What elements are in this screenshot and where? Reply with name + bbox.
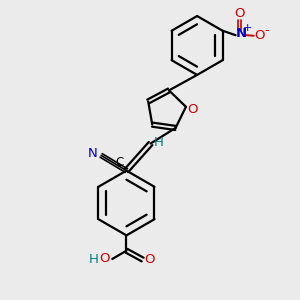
Text: O: O (144, 253, 154, 266)
Text: +: + (243, 23, 252, 33)
Text: O: O (99, 252, 109, 266)
Text: N: N (235, 28, 246, 40)
Text: N: N (88, 147, 98, 160)
Text: O: O (254, 29, 264, 42)
Text: O: O (234, 7, 244, 20)
Text: H: H (154, 136, 164, 148)
Text: O: O (187, 103, 198, 116)
Text: C: C (116, 156, 124, 169)
Text: -: - (264, 24, 269, 37)
Text: H: H (89, 253, 99, 266)
